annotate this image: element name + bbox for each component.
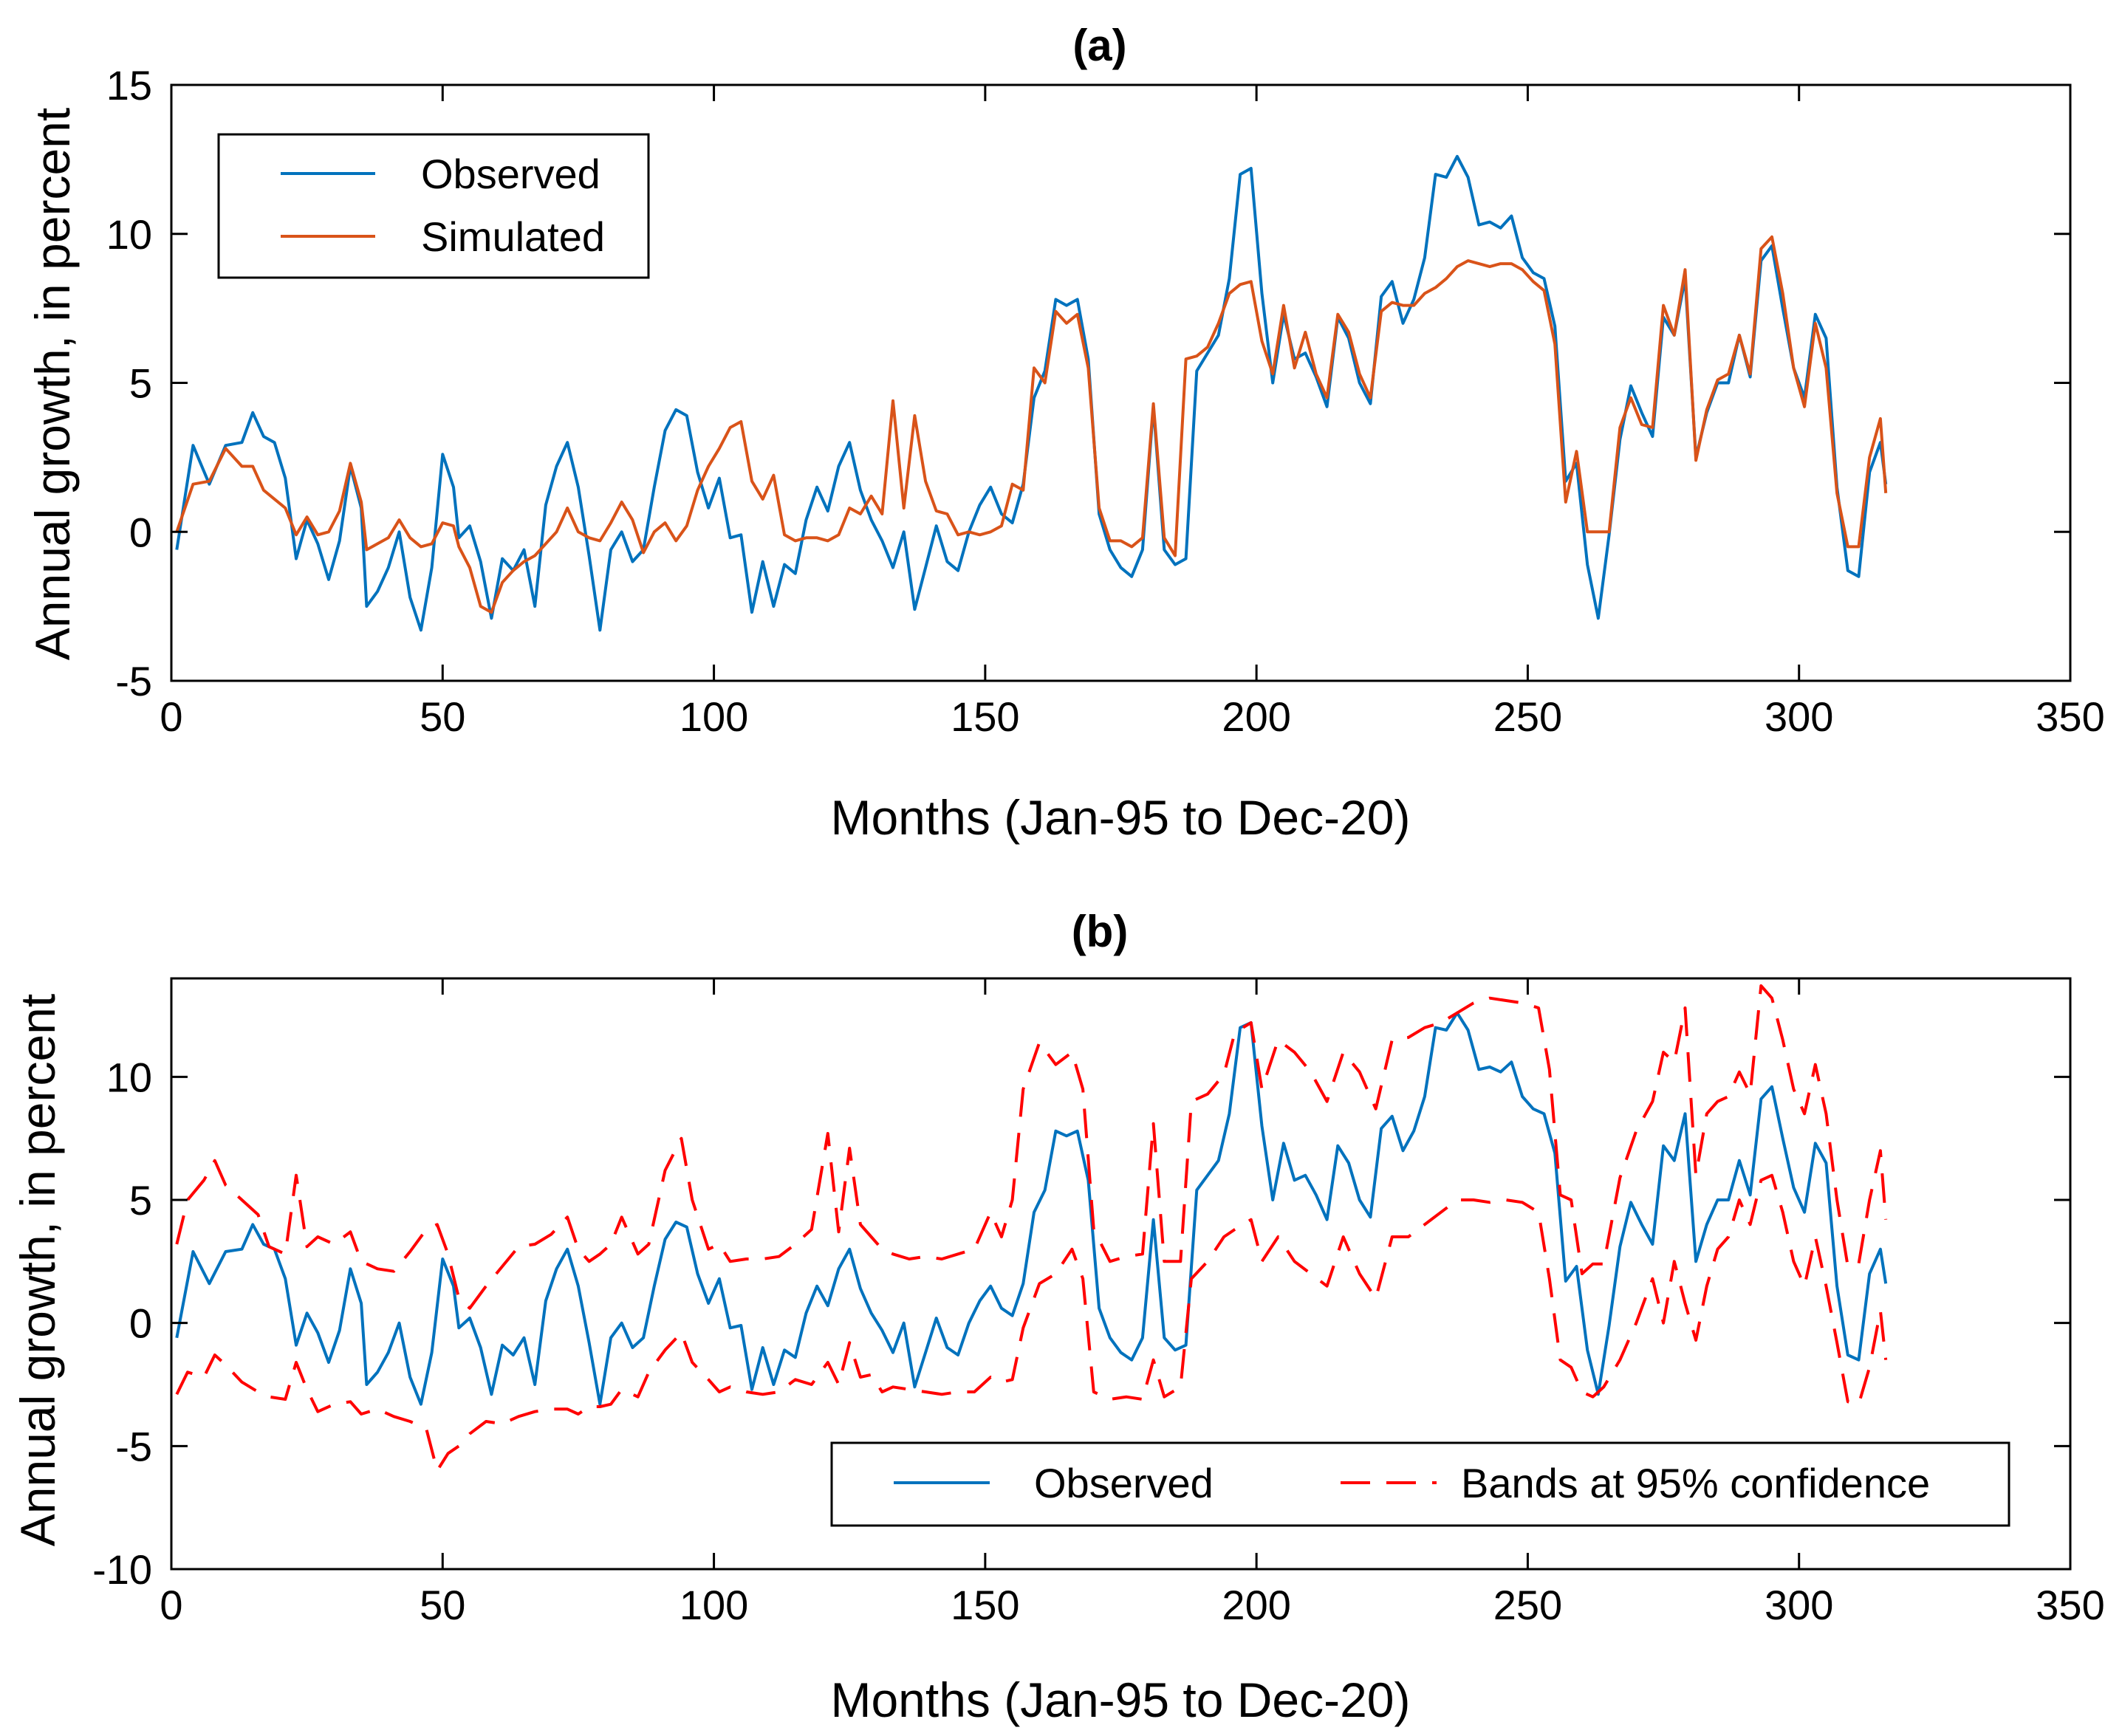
panel-a-xlabel: Months (Jan-95 to Dec-20) xyxy=(830,790,1410,845)
panel-b-series-0-line xyxy=(175,1011,1888,1406)
panel-a-series xyxy=(175,154,1888,632)
panel-a-ytick-label: 0 xyxy=(129,509,152,555)
panel-a-ytick-label: 5 xyxy=(129,360,152,407)
panel-b-ytick-label: 5 xyxy=(129,1177,152,1224)
panel-a-xtick-label: 300 xyxy=(1765,693,1833,740)
legend-observed-label: Observed xyxy=(421,151,600,197)
panel-b-xtick-label: 100 xyxy=(680,1582,748,1628)
panel-b-xtick-label: 50 xyxy=(420,1582,465,1628)
panel-b-ytick-label: 0 xyxy=(129,1300,152,1347)
panel-b-axes-box xyxy=(170,977,2072,1571)
panel-a-legend-box xyxy=(217,133,650,279)
panel-b-title: (b) xyxy=(1072,907,1129,956)
panel-b-ytick-label: -5 xyxy=(115,1423,152,1469)
panel-b-xtick-label: 150 xyxy=(951,1582,1019,1628)
panel-b-series-2-line xyxy=(175,1173,1888,1472)
panel-a-series-0-line xyxy=(175,154,1888,632)
panel-b-series-1-line xyxy=(175,984,1888,1310)
panel-a-ytick-label: 10 xyxy=(106,211,152,258)
panel-b-ytick-label: -10 xyxy=(92,1546,152,1593)
panel-a-title: (a) xyxy=(1072,21,1126,70)
panel-b-ylabel: Annual growth, in percent xyxy=(10,994,65,1546)
panel-a-xtick-label: 100 xyxy=(680,693,748,740)
panel-b-legend-box xyxy=(830,1441,2010,1527)
panel-b-ticks: 0 50 100 150 200 250 300 350 -10 -5 0 5 10 xyxy=(92,978,2105,1628)
panel-a-xtick-label: 150 xyxy=(951,693,1019,740)
panel-b: (b) 0 50 100 150 200 250 300 350 -10 -5 0 5 10 Month… xyxy=(10,907,2105,1727)
panel-a-legend: Observed Simulated xyxy=(217,133,650,279)
panel-a-xtick-label: 200 xyxy=(1222,693,1290,740)
panel-b-legend: Observed Bands at 95% confidence xyxy=(830,1441,2010,1527)
panel-a-ylabel: Annual growth, in percent xyxy=(25,108,80,660)
panel-a-xtick-label: 50 xyxy=(420,693,465,740)
panel-a-ytick-label: -5 xyxy=(115,658,152,704)
panel-b-xlabel: Months (Jan-95 to Dec-20) xyxy=(830,1672,1410,1727)
panel-b-ytick-label: 10 xyxy=(106,1054,152,1100)
panel-a-xtick-label: 350 xyxy=(2036,693,2104,740)
legend-bands-label: Bands at 95% confidence xyxy=(1461,1460,1930,1506)
panel-a-ytick-label: 15 xyxy=(106,62,152,109)
legend-simulated-label: Simulated xyxy=(421,213,605,260)
panel-b-xtick-label: 250 xyxy=(1493,1582,1562,1628)
panel-b-xtick-label: 0 xyxy=(160,1582,182,1628)
panel-a-xtick-label: 250 xyxy=(1493,693,1562,740)
panel-b-xtick-label: 200 xyxy=(1222,1582,1290,1628)
legend-b-observed-label: Observed xyxy=(1034,1460,1214,1506)
panel-b-series xyxy=(175,984,1888,1472)
panel-b-xtick-label: 350 xyxy=(2036,1582,2104,1628)
panel-a-series-1-line xyxy=(175,235,1888,614)
panel-a-xtick-label: 0 xyxy=(160,693,182,740)
panel-b-xtick-label: 300 xyxy=(1765,1582,1833,1628)
